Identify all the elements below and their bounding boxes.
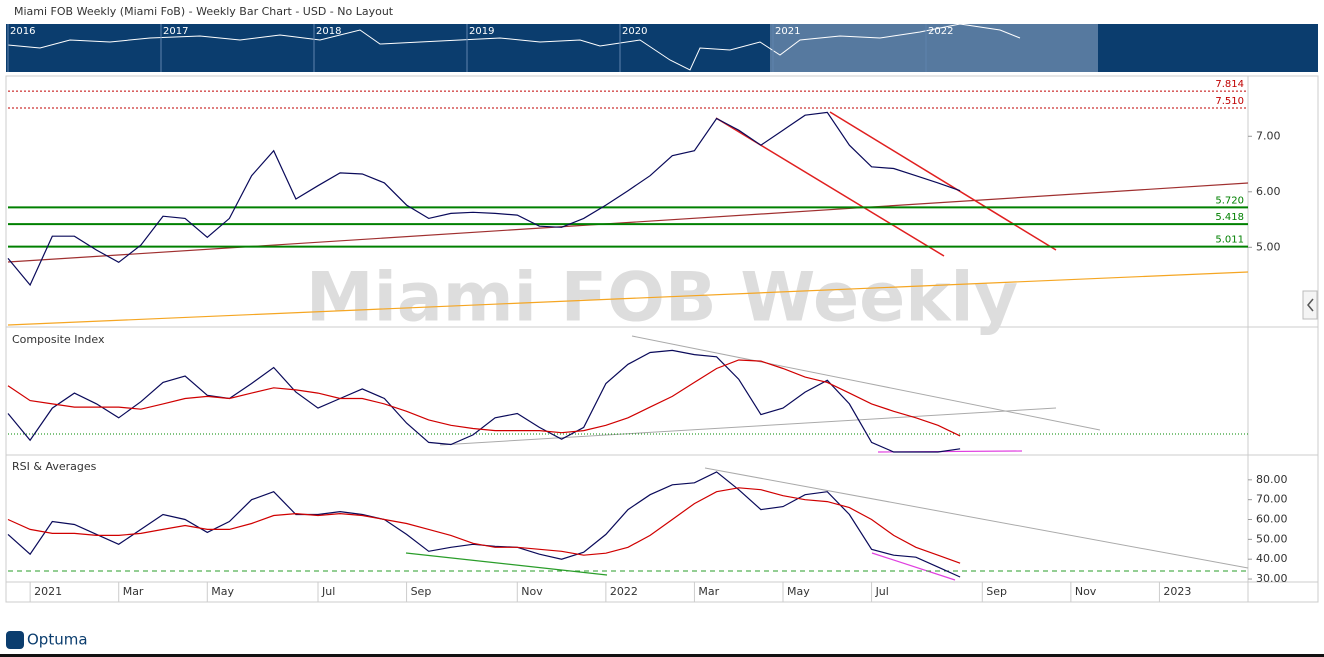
navigator-year: 2018 <box>316 26 341 37</box>
trend-line <box>439 407 1057 446</box>
y-tick-label: 60.00 <box>1256 513 1288 526</box>
x-tick-label: Nov <box>521 585 543 598</box>
y-tick-label: 7.00 <box>1256 129 1281 142</box>
chart-title: Miami FOB Weekly (Miami FoB) - Weekly Ba… <box>14 5 394 18</box>
navigator-year: 2021 <box>775 26 800 37</box>
y-tick-label: 30.00 <box>1256 572 1288 585</box>
y-tick-label: 40.00 <box>1256 552 1288 565</box>
trend-line <box>405 552 608 576</box>
chart-frame <box>5 75 1319 603</box>
x-tick-label: 2022 <box>610 585 638 598</box>
bottom-bar <box>0 654 1324 657</box>
navigator[interactable] <box>6 24 1318 72</box>
series-line <box>7 111 961 287</box>
level-label: 5.720 <box>1215 195 1244 206</box>
series-line <box>7 487 961 564</box>
x-tick-label: Sep <box>986 585 1007 598</box>
series-line <box>7 349 961 453</box>
x-tick-label: Mar <box>123 585 144 598</box>
level-label: 5.418 <box>1215 212 1244 223</box>
logo: Optuma <box>27 631 88 649</box>
x-tick-label: Sep <box>411 585 432 598</box>
navigator-year: 2017 <box>163 26 188 37</box>
y-tick-label: 80.00 <box>1256 473 1288 486</box>
level-label: 7.814 <box>1215 79 1244 90</box>
pane-title: RSI & Averages <box>12 460 97 473</box>
navigator-year: 2022 <box>928 26 953 37</box>
navigator-year: 2019 <box>469 26 494 37</box>
x-tick-label: May <box>211 585 234 598</box>
level-label: 5.011 <box>1215 235 1244 246</box>
level-label: 7.510 <box>1215 96 1244 107</box>
trend-line <box>7 182 1249 263</box>
trend-line <box>631 335 1101 431</box>
chevron-icon <box>1307 298 1314 312</box>
navigator-year: 2016 <box>10 26 35 37</box>
y-tick-label: 5.00 <box>1256 240 1281 253</box>
logo-icon <box>6 631 24 649</box>
trend-line <box>7 271 1249 326</box>
x-tick-label: Jul <box>321 585 335 598</box>
x-tick-label: Jul <box>875 585 889 598</box>
x-tick-label: Nov <box>1075 585 1097 598</box>
trend-line <box>715 117 945 257</box>
x-tick-label: 2021 <box>34 585 62 598</box>
navigator-line <box>7 23 1021 71</box>
y-tick-label: 70.00 <box>1256 493 1288 506</box>
watermark: Miami FOB Weekly <box>306 259 1018 338</box>
trend-line <box>829 111 1057 251</box>
x-tick-label: May <box>787 585 810 598</box>
side-toggle[interactable] <box>1302 290 1318 320</box>
x-tick-label: 2023 <box>1163 585 1191 598</box>
x-tick-label: Mar <box>698 585 719 598</box>
navigator-window[interactable] <box>770 24 1098 72</box>
pane-title: Composite Index <box>12 333 105 346</box>
y-tick-label: 50.00 <box>1256 532 1288 545</box>
navigator-year: 2020 <box>622 26 647 37</box>
trend-line <box>704 467 1249 569</box>
y-tick-label: 6.00 <box>1256 185 1281 198</box>
trend-line <box>871 552 956 581</box>
series-line <box>7 359 961 437</box>
